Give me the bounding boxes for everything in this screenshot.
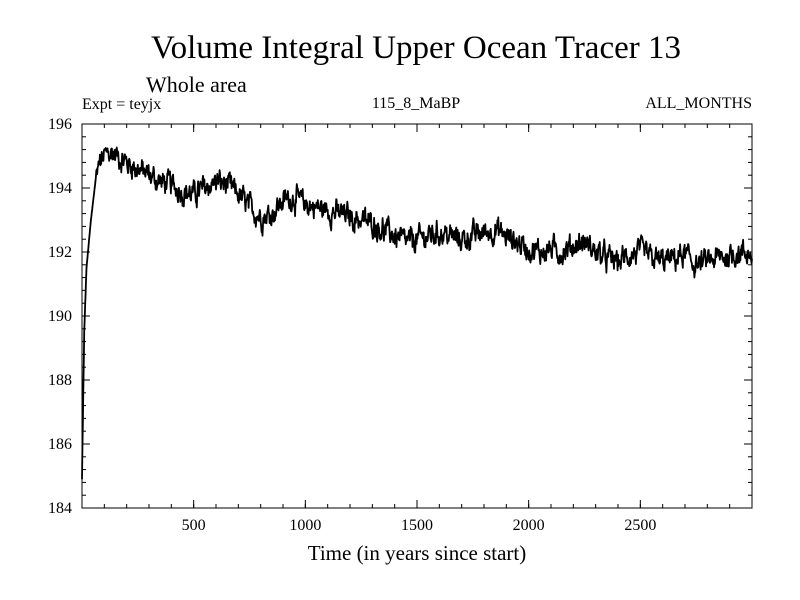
x-tick-label: 500 xyxy=(182,517,206,534)
y-tick-label: 192 xyxy=(48,244,72,261)
tick-marks xyxy=(82,123,752,509)
y-tick-label: 190 xyxy=(48,308,72,325)
y-tick-label: 196 xyxy=(48,116,72,133)
tick-labels: 184 186 188 190 192 194 196 500 1000 1500 2000 2500 xyxy=(48,116,656,534)
data-series-line xyxy=(81,146,753,480)
plot-frame xyxy=(81,123,753,509)
x-tick-label: 1500 xyxy=(401,517,433,534)
y-tick-label: 186 xyxy=(48,436,72,453)
y-tick-label: 188 xyxy=(48,372,72,389)
x-tick-label: 1000 xyxy=(289,517,321,534)
run-label: 115_8_MaBP xyxy=(372,95,460,112)
x-axis-label: Time (in years since start) xyxy=(308,541,527,565)
chart-subtitle: Whole area xyxy=(146,72,247,97)
x-tick-label: 2500 xyxy=(624,517,656,534)
x-tick-label: 2000 xyxy=(513,517,545,534)
months-label: ALL_MONTHS xyxy=(645,95,752,112)
y-tick-label: 184 xyxy=(48,500,72,517)
y-tick-label: 194 xyxy=(48,180,72,197)
chart-title: Volume Integral Upper Ocean Tracer 13 xyxy=(151,30,681,66)
experiment-label: Expt = teyjx xyxy=(82,96,161,113)
